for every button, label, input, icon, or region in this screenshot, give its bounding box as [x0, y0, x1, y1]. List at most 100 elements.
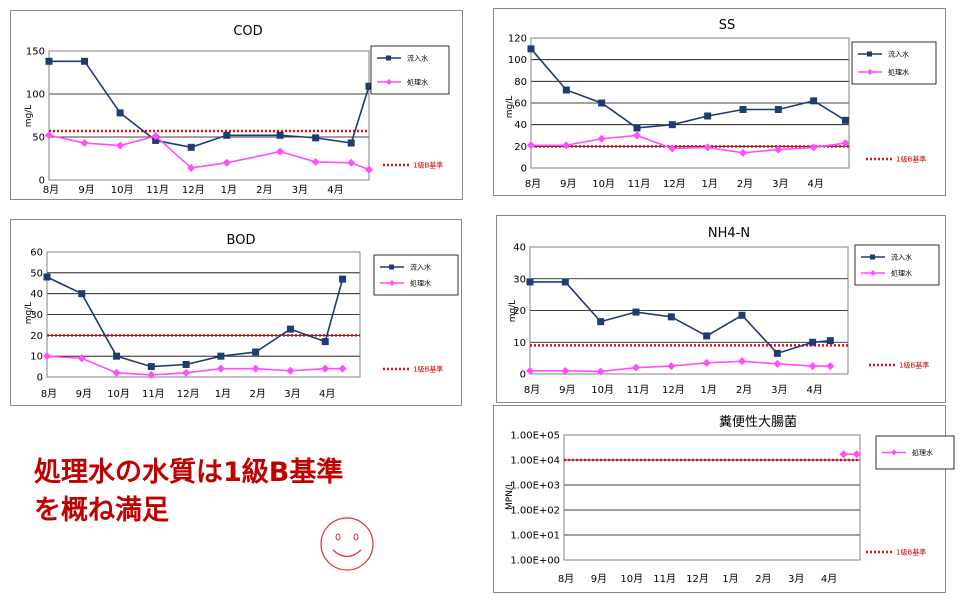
treated-point	[667, 362, 676, 371]
influent-point	[632, 308, 640, 316]
treated-line	[531, 134, 846, 154]
treated-point	[45, 131, 53, 140]
x-tick-label: 3月	[284, 388, 300, 400]
legend: 処理水	[875, 435, 955, 470]
legend-marker	[867, 51, 872, 57]
treated-line	[48, 134, 370, 171]
treated-line	[530, 360, 831, 373]
conclusion-text: 処理水の水質は1級B基準 を概ね満足	[34, 454, 343, 530]
influent-point	[738, 311, 746, 319]
x-tick-label: 3月	[292, 184, 308, 196]
legend-label: 処理水	[891, 269, 912, 278]
influent-point	[81, 57, 89, 65]
x-tick-label: 4月	[821, 573, 837, 585]
x-tick-label: 10月	[620, 573, 643, 585]
treated-point	[112, 368, 121, 377]
treated-point	[527, 141, 535, 150]
treated-point	[633, 131, 641, 140]
y-tick-label: 150	[26, 47, 45, 58]
smiley-face-icon	[320, 517, 374, 571]
y-tick-label: 100	[508, 55, 527, 66]
influent-point	[116, 109, 124, 117]
x-tick-label: 10月	[591, 384, 614, 396]
y-tick-label: 1.00E+00	[510, 556, 560, 567]
treated-point	[80, 139, 89, 148]
treated-point	[222, 158, 231, 167]
x-tick-label: 4月	[327, 184, 343, 196]
ss-chart-panel: SS 0 20 40 60 80 100 120 8月 9月 10月 11月 12月 1月 2月 3月 4月 mg…	[493, 8, 946, 196]
influent-point	[252, 348, 260, 356]
treated-point	[365, 165, 373, 174]
x-tick-label: 9月	[591, 573, 607, 585]
legend-box	[854, 244, 940, 286]
x-tick-label: 11月	[653, 573, 676, 585]
treated-point	[703, 143, 712, 152]
chart-title: SS	[719, 18, 736, 33]
influent-point	[739, 106, 747, 113]
x-tick-label: 3月	[771, 384, 787, 396]
x-tick-label: 4月	[319, 388, 335, 400]
treated-point	[347, 158, 356, 167]
y-tick-label: 1.00E+03	[510, 481, 560, 492]
plot-area	[563, 434, 861, 561]
treated-point	[338, 364, 347, 373]
influent-point	[347, 139, 355, 147]
legend-marker	[867, 69, 873, 75]
treated-point	[632, 363, 640, 372]
legend-label: 流入水	[888, 50, 909, 59]
legend-marker	[870, 270, 876, 276]
chart-title: COD	[233, 24, 262, 39]
treated-point	[773, 359, 782, 368]
y-tick-label: 80	[514, 77, 527, 88]
treated-point	[852, 450, 861, 459]
x-tick-label: 8月	[41, 388, 57, 400]
treated-point	[702, 358, 711, 367]
legend-marker	[386, 79, 392, 85]
y-axis-label: mg/L	[508, 300, 518, 323]
influent-point	[217, 352, 225, 360]
chart-title: 糞便性大腸菌	[719, 415, 797, 430]
cod-chart: COD 0 50 100 150 8月 9月 10月 11月 12月 1月 2月 3月 4月 mg/L 流入水…	[24, 24, 450, 196]
treated-point	[321, 364, 330, 373]
x-tick-label: 9月	[559, 384, 575, 396]
x-tick-label: 8月	[43, 184, 59, 196]
y-tick-label: 0	[521, 164, 527, 175]
influent-point	[152, 136, 160, 144]
x-tick-label: 8月	[525, 178, 541, 190]
chart-title: BOD	[227, 233, 256, 248]
x-tick-label: 9月	[560, 178, 576, 190]
treated-point	[251, 364, 260, 373]
x-tick-label: 1月	[722, 573, 738, 585]
legend-marker	[891, 449, 897, 456]
x-tick-label: 2月	[755, 573, 771, 585]
influent-point	[527, 45, 535, 53]
influent-point	[703, 332, 711, 340]
x-tick-label: 1月	[215, 388, 231, 400]
influent-point	[668, 121, 676, 129]
influent-point	[774, 106, 782, 113]
legend-label: 流入水	[891, 253, 912, 262]
x-tick-label: 4月	[807, 178, 823, 190]
x-tick-label: 2月	[737, 178, 753, 190]
y-tick-label: 40	[30, 289, 43, 300]
legend-label: 処理水	[888, 68, 909, 77]
cod-chart-panel: COD 0 50 100 150 8月 9月 10月 11月 12月 1月 2月 3月 4月 mg/L 流入水…	[10, 10, 463, 200]
conclusion-line-1: 処理水の水質は1級B基準	[34, 457, 344, 488]
plot-area	[529, 246, 849, 375]
y-tick-label: 10	[513, 338, 526, 349]
legend-label: 処理水	[410, 279, 431, 288]
x-tick-label: 2月	[736, 384, 752, 396]
y-tick-label: 40	[513, 243, 526, 254]
treated-point	[841, 139, 850, 148]
legend-label: 流入水	[410, 263, 431, 272]
y-tick-label: 30	[30, 310, 43, 321]
influent-point	[339, 275, 347, 283]
nh4-chart: NH4-N 0 10 20 30 40 8月 9月 10月 11月 12月 1月 2月 3月 4月 mg/L 流…	[508, 226, 940, 396]
coli-chart: 糞便性大腸菌 1.00E+00 1.00E+01 1.00E+02 1.00E+03 1.…	[505, 415, 955, 585]
y-tick-label: 40	[514, 120, 527, 131]
y-tick-label: 30	[513, 274, 526, 285]
influent-point	[43, 273, 51, 281]
x-tick-label: 11月	[627, 384, 650, 396]
treated-point	[116, 141, 125, 150]
